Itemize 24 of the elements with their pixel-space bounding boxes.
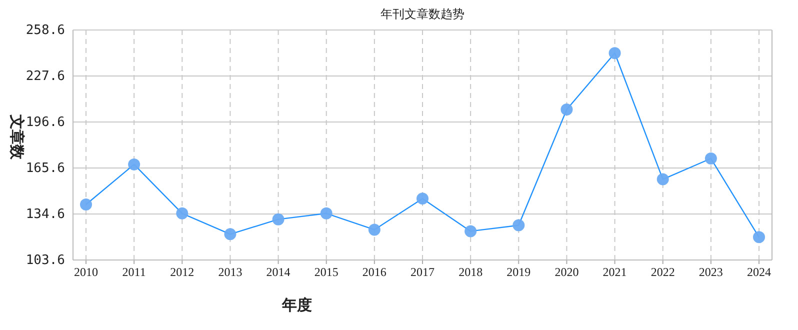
x-tick-label: 2015 <box>314 265 338 279</box>
x-tick-label: 2016 <box>362 265 386 279</box>
x-tick-label: 2023 <box>698 265 723 279</box>
y-tick-label: 227.6 <box>26 69 65 84</box>
x-tick-label: 2019 <box>506 265 531 279</box>
x-axis-title: 年度 <box>281 296 312 314</box>
x-tick-label: 2017 <box>410 265 434 279</box>
y-tick-label: 165.6 <box>26 161 65 176</box>
x-tick-label: 2014 <box>266 265 290 279</box>
x-tick-label: 2011 <box>122 265 146 279</box>
y-tick-label: 196.6 <box>26 115 65 130</box>
x-tick-label: 2020 <box>554 265 579 279</box>
chart-title: 年刊文章数趋势 <box>380 7 464 21</box>
x-tick-label: 2024 <box>747 265 771 279</box>
x-tick-label: 2018 <box>458 265 483 279</box>
x-tick-label: 2010 <box>74 265 98 279</box>
y-tick-label: 258.6 <box>26 23 65 38</box>
x-tick-label: 2012 <box>170 265 194 279</box>
y-tick-label: 103.6 <box>26 253 65 268</box>
x-tick-label: 2021 <box>602 265 627 279</box>
y-tick-label: 134.6 <box>26 207 65 222</box>
y-axis-title: 文章数 <box>8 114 26 160</box>
x-tick-label: 2022 <box>650 265 675 279</box>
x-tick-label: 2013 <box>218 265 242 279</box>
